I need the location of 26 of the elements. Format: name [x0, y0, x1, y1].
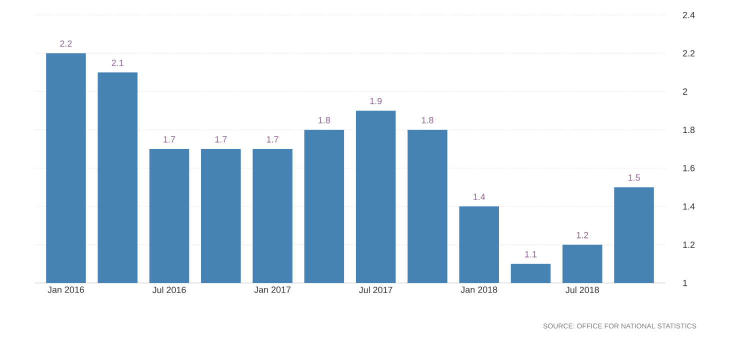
data-label: 1.8: [318, 116, 330, 124]
x-tick-label: Jan 2018: [460, 286, 498, 293]
x-tick-label: Jan 2016: [48, 286, 84, 293]
data-label: 1.1: [525, 251, 537, 258]
data-label: 1.8: [422, 116, 434, 124]
y-tick-label: 2.4: [682, 12, 695, 18]
x-tick-label: Jul 2018: [566, 286, 599, 294]
data-label: 1.7: [215, 136, 227, 142]
x-tick-label: Jul 2016: [152, 286, 186, 294]
data-label: 2.1: [112, 60, 124, 66]
data-label: 2.2: [60, 40, 72, 47]
data-label: 1.4: [474, 194, 486, 200]
y-tick-label: 2.2: [682, 50, 695, 56]
x-tick-label: Jan 2017: [254, 286, 291, 293]
y-tick-label: 1.4: [683, 203, 695, 210]
x-tick-label: Jul 2017: [359, 286, 392, 294]
y-tick-label: 1.8: [683, 126, 695, 134]
data-label: 1.5: [628, 174, 640, 181]
y-tick-label: 1.6: [683, 164, 695, 172]
data-label: 1.7: [164, 136, 176, 142]
data-label: 1.7: [267, 136, 278, 142]
y-tick-label: 1.2: [683, 242, 695, 248]
y-tick-label: 2: [682, 88, 688, 95]
data-label: 1.9: [370, 98, 382, 104]
data-label: 1.2: [576, 232, 588, 238]
y-tick-label: 1: [683, 280, 688, 286]
